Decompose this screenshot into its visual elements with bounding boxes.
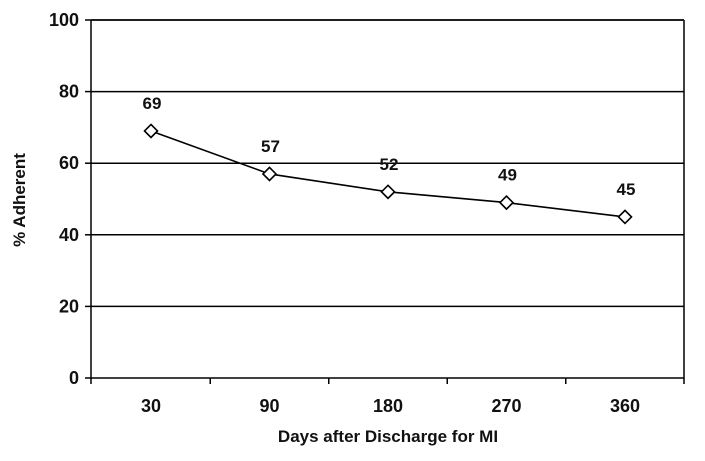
data-labels: 69 57 52 49 45 [143,94,636,199]
data-point-marker [380,184,396,200]
data-label: 69 [143,94,162,113]
y-tick-labels: 0 20 40 60 80 100 [49,10,79,388]
x-tick-label: 30 [141,396,161,416]
x-tick-label: 360 [610,396,640,416]
x-tick-labels: 30 90 180 270 360 [141,396,640,416]
y-tick-label: 80 [59,82,79,102]
data-label: 49 [498,166,517,185]
data-label: 52 [380,155,399,174]
axes [85,19,685,384]
y-tick-label: 40 [59,225,79,245]
adherence-line [150,130,626,218]
series-line [150,130,626,218]
x-tick-label: 270 [491,396,521,416]
data-label: 57 [261,137,280,156]
x-tick-label: 180 [373,396,403,416]
data-point-marker [498,194,515,211]
x-axis-title: Days after Discharge for MI [278,427,498,446]
data-point-marker [143,123,159,139]
y-tick-label: 0 [69,368,79,388]
data-markers [143,123,633,225]
data-point-marker [617,209,633,225]
y-tick-label: 100 [49,10,79,30]
y-tick-label: 60 [59,153,79,173]
y-tick-label: 20 [59,296,79,316]
y-axis-title: % Adherent [10,153,29,247]
data-point-marker [261,166,278,182]
x-tick-label: 90 [259,396,279,416]
data-label: 45 [617,180,636,199]
